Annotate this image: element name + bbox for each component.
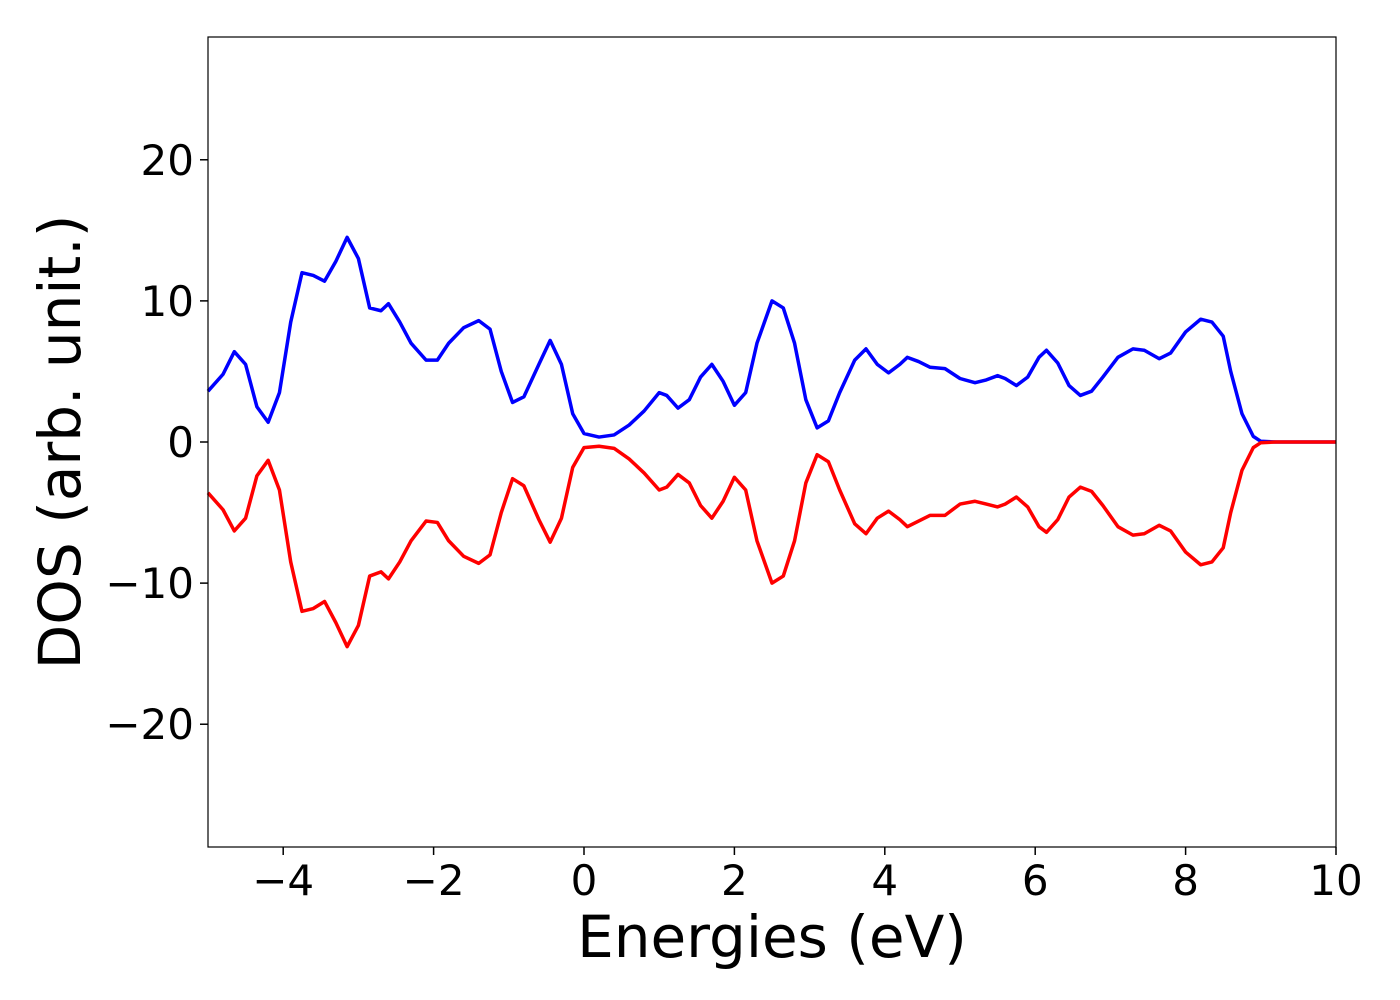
x-tick-label: 2 (721, 856, 748, 905)
y-tick-label: −20 (105, 700, 194, 749)
x-tick-label: 4 (871, 856, 898, 905)
x-tick-label: −4 (252, 856, 314, 905)
x-tick-label: 10 (1309, 856, 1362, 905)
y-tick-label: −10 (105, 559, 194, 608)
series-line (206, 235, 1336, 444)
y-tick-label: 10 (141, 277, 194, 326)
y-tick-label: 20 (141, 136, 194, 185)
x-axis-label: Energies (eV) (577, 903, 967, 971)
x-tick-label: −2 (403, 856, 465, 905)
x-tick-label: 8 (1172, 856, 1199, 905)
x-tick-label: 6 (1022, 856, 1049, 905)
plot-frame (207, 36, 1337, 848)
series-line (206, 440, 1336, 649)
y-axis-label: DOS (arb. unit.) (26, 215, 94, 670)
y-tick-label: 0 (167, 418, 194, 467)
x-tick-label: 0 (571, 856, 598, 905)
